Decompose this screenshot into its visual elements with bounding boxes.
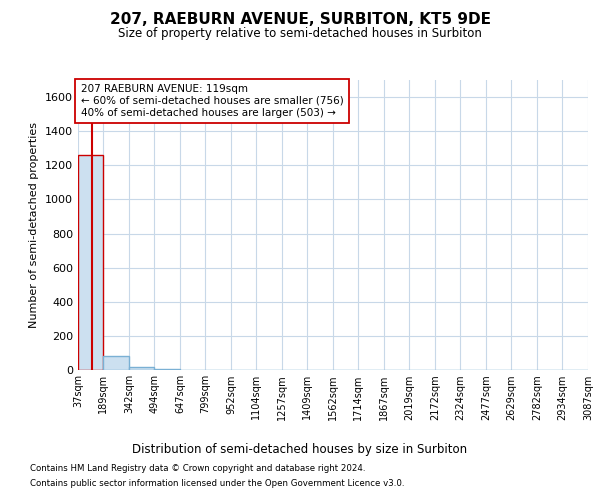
- Text: Distribution of semi-detached houses by size in Surbiton: Distribution of semi-detached houses by …: [133, 442, 467, 456]
- Text: 207, RAEBURN AVENUE, SURBITON, KT5 9DE: 207, RAEBURN AVENUE, SURBITON, KT5 9DE: [110, 12, 491, 28]
- Text: Contains public sector information licensed under the Open Government Licence v3: Contains public sector information licen…: [30, 479, 404, 488]
- Text: Contains HM Land Registry data © Crown copyright and database right 2024.: Contains HM Land Registry data © Crown c…: [30, 464, 365, 473]
- Bar: [129, 368, 154, 370]
- Bar: [78, 155, 103, 370]
- Bar: [103, 356, 129, 370]
- Text: 207 RAEBURN AVENUE: 119sqm
← 60% of semi-detached houses are smaller (756)
40% o: 207 RAEBURN AVENUE: 119sqm ← 60% of semi…: [80, 84, 343, 117]
- Text: Size of property relative to semi-detached houses in Surbiton: Size of property relative to semi-detach…: [118, 28, 482, 40]
- Y-axis label: Number of semi-detached properties: Number of semi-detached properties: [29, 122, 40, 328]
